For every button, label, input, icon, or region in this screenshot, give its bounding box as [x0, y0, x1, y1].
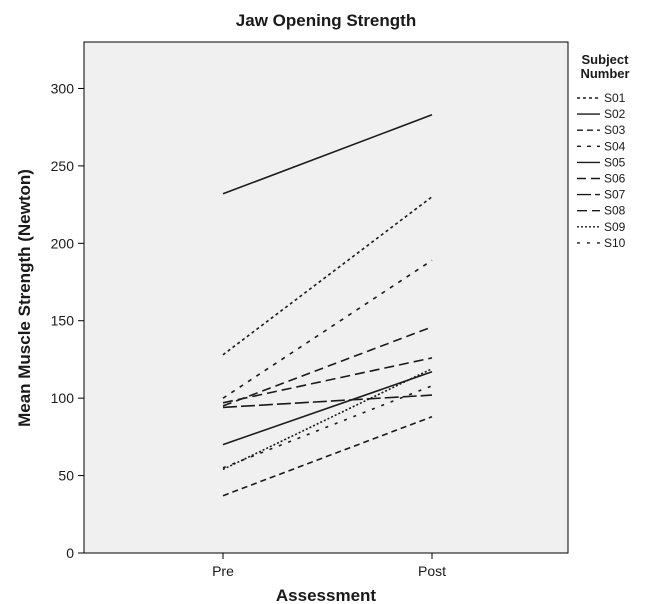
y-tick-label: 300: [51, 80, 75, 96]
legend-title: Number: [580, 66, 629, 81]
y-tick-label: 250: [51, 158, 75, 174]
legend-label: S07: [604, 188, 626, 202]
legend-label: S09: [604, 220, 626, 234]
legend-label: S10: [604, 236, 626, 250]
series-line-s06: [222, 326, 433, 407]
series-line-s09: [222, 367, 433, 471]
legend-label: S08: [604, 204, 626, 218]
series-line-s05: [222, 371, 433, 446]
x-axis: Pre Post: [212, 553, 446, 579]
y-tick-label: 50: [58, 468, 74, 484]
legend-label: S06: [604, 172, 626, 186]
series-lines: [222, 114, 433, 497]
y-axis: 0 50 100 150 200 250 300: [51, 80, 84, 561]
y-axis-label: Mean Muscle Strength (Newton): [15, 169, 34, 427]
legend-label: S01: [604, 91, 626, 105]
series-line-s10: [222, 385, 433, 469]
x-tick-label: Pre: [212, 563, 234, 579]
y-tick-label: 200: [51, 235, 75, 251]
chart-title: Jaw Opening Strength: [236, 11, 416, 30]
y-tick-label: 100: [51, 390, 75, 406]
y-tick-label: 150: [51, 313, 75, 329]
legend-title: Subject: [582, 52, 630, 67]
legend-label: S05: [604, 155, 626, 169]
series-line-s01: [222, 196, 433, 356]
legend-label: S02: [604, 107, 626, 121]
series-line-s08: [222, 357, 433, 404]
series-line-s03: [222, 415, 433, 497]
legend-label: S04: [604, 139, 626, 153]
y-tick-label: 0: [66, 545, 74, 561]
series-line-s02: [222, 114, 433, 195]
series-line-s04: [222, 259, 433, 399]
plot-area: [83, 41, 569, 554]
legend-label: S03: [604, 123, 626, 137]
x-tick-label: Post: [418, 563, 446, 579]
x-axis-label: Assessment: [276, 586, 377, 604]
series-line-s07: [222, 394, 433, 409]
